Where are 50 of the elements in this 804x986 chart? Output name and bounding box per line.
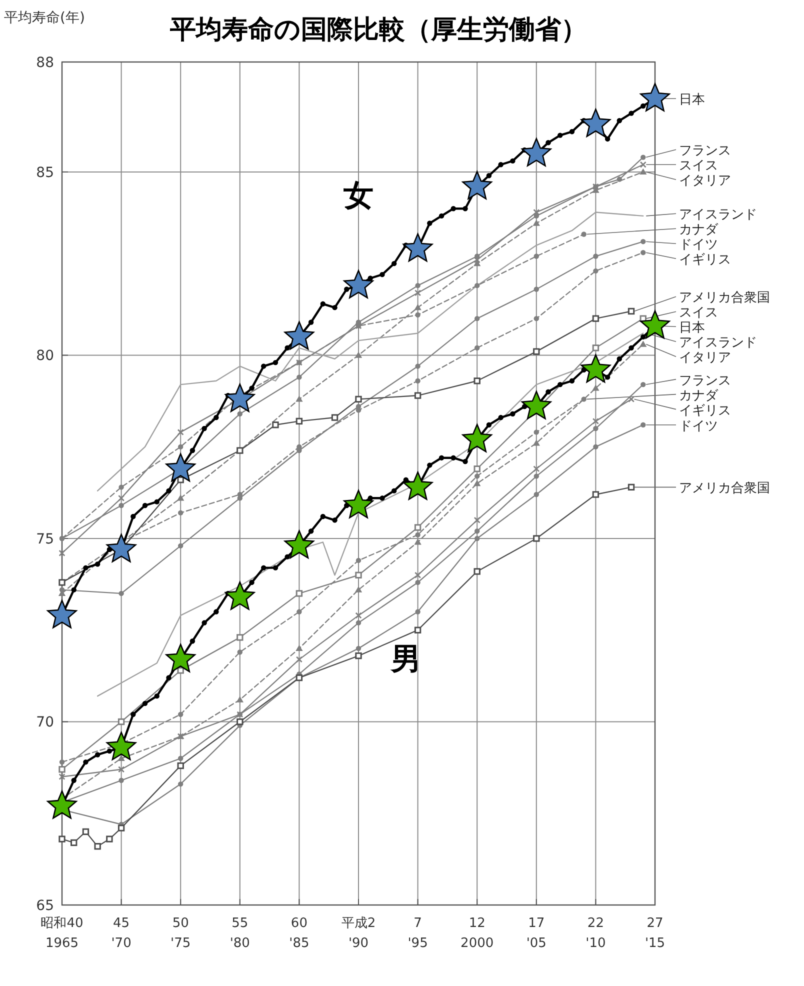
y-axis-title: 平均寿命(年) bbox=[4, 10, 85, 26]
x-tick-label: '80 bbox=[230, 936, 250, 951]
text: フランス bbox=[679, 373, 731, 388]
x-tick-label: '05 bbox=[526, 936, 546, 951]
text: スイス bbox=[679, 306, 718, 321]
text: アイスランド bbox=[679, 208, 757, 223]
text: 27 bbox=[646, 916, 664, 931]
text: 50 bbox=[172, 916, 189, 931]
text: スイス bbox=[679, 158, 718, 174]
x-tick-label: 1965 bbox=[45, 936, 79, 951]
text: ドイツ bbox=[679, 238, 718, 253]
text: 17 bbox=[528, 916, 545, 931]
y-tick-label: 70 bbox=[36, 714, 54, 731]
text: フランス bbox=[679, 144, 731, 159]
text: 12 bbox=[468, 916, 486, 931]
series-label: 日本 bbox=[679, 92, 705, 108]
x-tick-label: '90 bbox=[348, 936, 369, 951]
text: 22 bbox=[587, 916, 604, 931]
y-tick-label: 80 bbox=[36, 348, 54, 364]
x-tick-label: '10 bbox=[586, 936, 606, 951]
text: 60 bbox=[290, 916, 308, 931]
y-tick-label: 65 bbox=[36, 898, 54, 914]
text: イギリス bbox=[679, 403, 731, 418]
y-tick-label: 88 bbox=[36, 55, 54, 71]
text: アメリカ合衆国 bbox=[679, 290, 770, 306]
text: 7 bbox=[414, 916, 422, 931]
series-label: 日本 bbox=[679, 320, 705, 336]
text: イタリア bbox=[679, 174, 731, 189]
x-tick-label: '85 bbox=[289, 936, 310, 951]
x-tick-label: '15 bbox=[644, 936, 666, 951]
chart-title: 平均寿命の国際比較（厚生労働省） bbox=[169, 15, 587, 45]
text: 55 bbox=[232, 916, 248, 931]
text: 平成2 bbox=[341, 916, 376, 931]
annotation: 男 bbox=[390, 642, 421, 677]
text: 45 bbox=[113, 916, 130, 931]
y-tick-label: 85 bbox=[36, 164, 54, 181]
text: カナダ bbox=[679, 388, 719, 404]
text: 昭和40 bbox=[40, 916, 84, 931]
x-tick-label: '70 bbox=[111, 936, 132, 951]
x-tick-label: '95 bbox=[408, 936, 428, 951]
text: イギリス bbox=[679, 252, 731, 268]
x-tick-label: '75 bbox=[170, 936, 191, 951]
text: アイスランド bbox=[679, 336, 757, 351]
y-tick-label: 75 bbox=[36, 531, 54, 548]
text: ドイツ bbox=[679, 418, 718, 434]
text: イタリア bbox=[679, 350, 731, 366]
text: アメリカ合衆国 bbox=[679, 481, 770, 496]
x-tick-label: 2000 bbox=[460, 936, 494, 951]
annotation: 女 bbox=[342, 178, 374, 214]
text: カナダ bbox=[679, 222, 719, 238]
